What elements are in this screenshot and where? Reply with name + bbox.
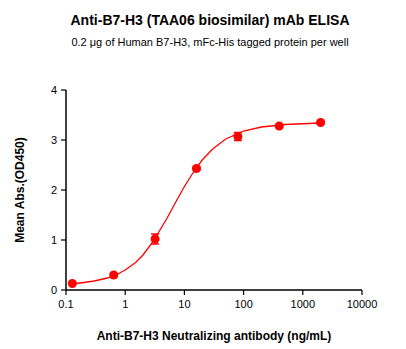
- plot-area: [68, 118, 325, 288]
- y-tick-label: 3: [51, 134, 57, 146]
- x-tick-label: 0.1: [58, 298, 73, 310]
- y-tick-label: 4: [51, 84, 57, 96]
- x-tick-label: 10000: [347, 298, 378, 310]
- x-axis-label: Anti-B7-H3 Neutralizing antibody (ng/mL): [97, 329, 332, 343]
- y-axis-label: Mean Abs.(OD450): [13, 137, 27, 243]
- fit-curve: [72, 123, 320, 284]
- x-axis: [66, 289, 362, 291]
- x-tick: [125, 290, 126, 295]
- y-tick-label: 1: [51, 234, 57, 246]
- subtitle: 0.2 μg of Human B7-H3, mFc-His tagged pr…: [71, 36, 348, 48]
- x-tick: [361, 290, 362, 295]
- y-tick: [61, 139, 66, 140]
- x-tick-label: 100: [234, 298, 252, 310]
- x-tick: [184, 290, 185, 295]
- x-tick-label: 1000: [291, 298, 315, 310]
- x-tick: [65, 290, 66, 295]
- x-tick-label: 10: [178, 298, 190, 310]
- y-tick: [61, 239, 66, 240]
- x-tick-label: 1: [122, 298, 128, 310]
- y-tick: [61, 89, 66, 90]
- x-tick: [243, 290, 244, 295]
- y-tick-label: 0: [51, 284, 57, 296]
- x-tick: [302, 290, 303, 295]
- y-tick: [61, 289, 66, 290]
- y-tick-label: 2: [51, 184, 57, 196]
- title: Anti-B7-H3 (TAA06 biosimilar) mAb ELISA: [71, 12, 350, 28]
- y-tick: [61, 189, 66, 190]
- chart: Anti-B7-H3 (TAA06 biosimilar) mAb ELISA 0…: [0, 0, 406, 349]
